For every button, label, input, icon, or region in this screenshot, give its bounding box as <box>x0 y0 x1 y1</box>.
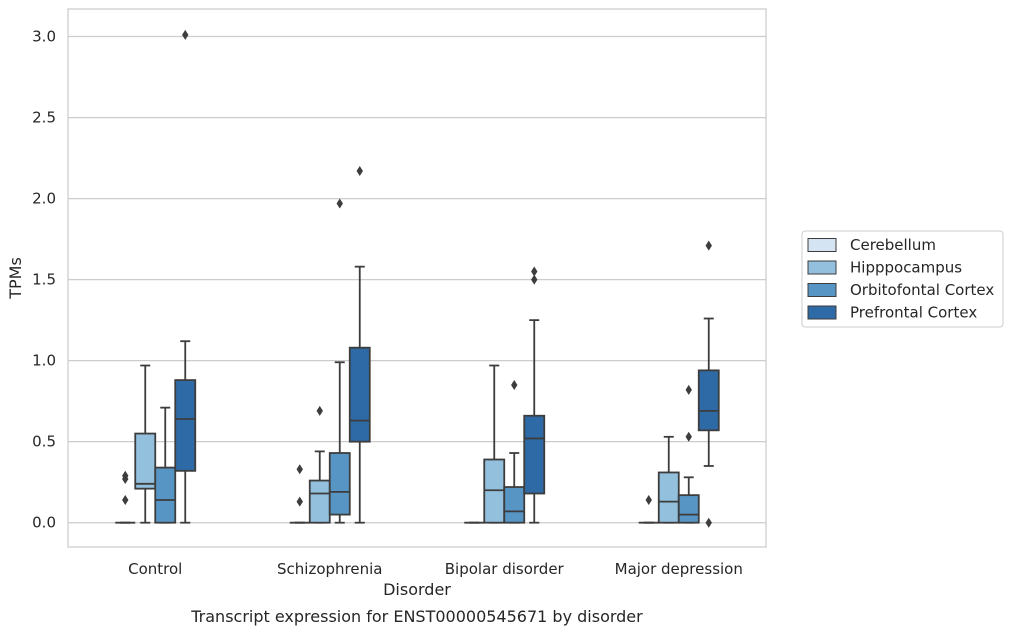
y-tick-label: 3.0 <box>32 28 56 46</box>
outlier-point <box>645 495 652 506</box>
box-iqr <box>503 486 526 524</box>
box-iqr <box>677 494 700 524</box>
box-1-2 <box>483 364 506 524</box>
outlier-point <box>336 198 343 209</box>
outlier-point <box>705 517 712 528</box>
outlier-point <box>685 431 692 442</box>
gridlines <box>68 35 766 524</box>
y-tick-label: 2.0 <box>32 190 56 208</box>
x-tick-label: Major depression <box>615 560 743 578</box>
box-iqr <box>154 466 177 524</box>
x-tick-label: Bipolar disorder <box>445 560 565 578</box>
box-1-1 <box>308 405 331 524</box>
outlier-point <box>511 379 518 390</box>
outlier-point <box>531 274 538 285</box>
legend-swatch <box>807 305 837 320</box>
box-iqr <box>328 452 351 516</box>
x-axis-label: Disorder <box>383 580 451 599</box>
outlier-point <box>122 473 129 484</box>
x-tick-label: Control <box>128 560 182 578</box>
outlier-point <box>356 166 363 177</box>
box-3-2 <box>523 266 546 524</box>
box-2-3 <box>677 384 700 524</box>
outlier-point <box>685 384 692 395</box>
box-2-2 <box>503 379 526 524</box>
box-iqr <box>697 369 720 432</box>
box-0-1 <box>289 464 310 524</box>
boxes <box>115 29 720 528</box>
box-iqr <box>308 479 331 524</box>
legend-label: Hipppocampus <box>850 259 962 277</box>
y-tick-labels: 0.0 0.5 1.0 1.5 2.0 2.5 3.0 <box>32 28 56 532</box>
box-2-1 <box>328 198 351 524</box>
legend-label: Cerebellum <box>850 236 936 254</box>
x-tick-labels: Control Schizophrenia Bipolar disorder Majo… <box>128 560 743 578</box>
outlier-point <box>122 495 129 506</box>
outlier-point <box>296 496 303 507</box>
box-iqr <box>657 471 680 524</box>
plot-frame <box>67 8 767 548</box>
y-tick-label: 1.5 <box>32 271 56 289</box>
outlier-point <box>316 405 323 416</box>
box-3-0 <box>174 29 197 524</box>
chart-caption: Transcript expression for ENST0000054567… <box>190 607 643 626</box>
y-tick-label: 2.5 <box>32 109 56 127</box>
outlier-point <box>705 240 712 251</box>
legend-label: Prefrontal Cortex <box>850 304 977 322</box>
outlier-point <box>296 464 303 475</box>
box-0-0 <box>115 470 136 524</box>
box-2-0 <box>154 406 177 524</box>
y-tick-label: 0.0 <box>32 514 56 532</box>
box-3-1 <box>348 166 371 524</box>
outlier-point <box>531 266 538 277</box>
legend-swatch <box>807 238 837 252</box>
box-3-3 <box>697 240 720 528</box>
y-axis-label: TPMs <box>6 257 25 300</box>
box-iqr <box>348 346 371 443</box>
y-tick-label: 1.0 <box>32 352 56 370</box>
legend-swatch <box>807 283 837 297</box>
outlier-point <box>182 29 189 40</box>
legend-frame <box>801 230 1004 328</box>
x-tick-label: Schizophrenia <box>277 560 382 578</box>
y-tick-label: 0.5 <box>32 433 56 451</box>
box-1-3 <box>657 435 680 524</box>
box-iqr <box>134 432 157 490</box>
legend: Cerebellum Hipppocampus Orbitofontal Corte… <box>801 230 1004 328</box>
box-1-0 <box>134 364 157 524</box>
box-iqr <box>523 414 546 495</box>
box-0-3 <box>638 495 659 524</box>
legend-label: Orbitofontal Cortex <box>850 281 994 299</box>
legend-swatch <box>807 260 837 275</box>
box-iqr <box>174 379 197 472</box>
